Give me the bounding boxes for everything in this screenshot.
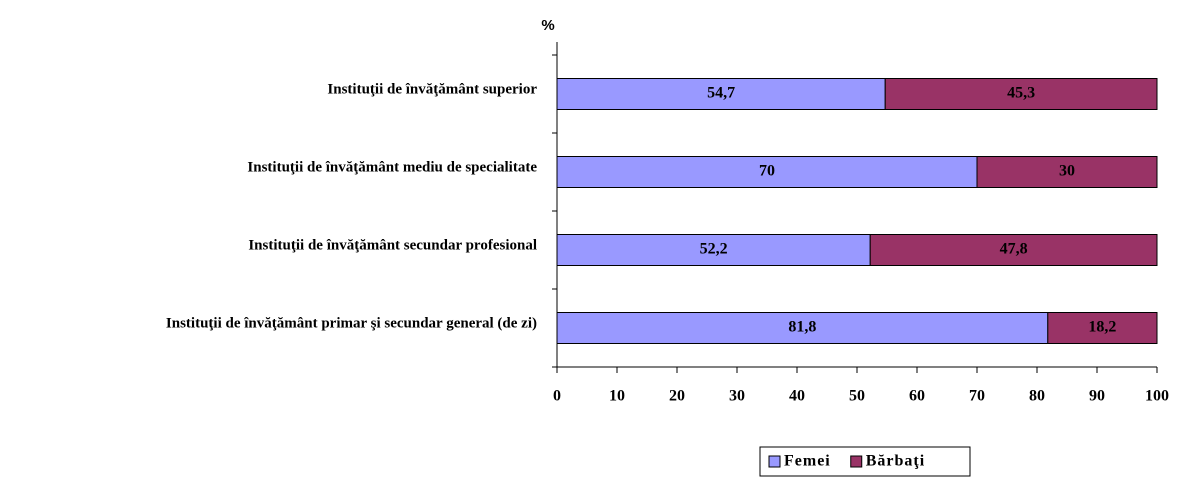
data-label: 45,3 (1007, 85, 1035, 102)
bar-segment (556, 156, 978, 188)
bar-segment (976, 156, 1158, 188)
data-label: 70 (759, 163, 775, 180)
legend-swatch (768, 455, 781, 468)
legend-swatch (850, 455, 863, 468)
category-label: Instituţii de învăţământ primar şi secun… (166, 315, 537, 331)
category-label: Instituţii de învăţământ superior (327, 81, 537, 97)
x-tick-label: 80 (1029, 388, 1045, 405)
x-tick-label: 70 (969, 388, 985, 405)
data-label: 18,2 (1088, 319, 1116, 336)
category-label: Instituţii de învăţământ mediu de specia… (247, 159, 537, 175)
bar-segment (869, 234, 1158, 266)
axis-unit: % (541, 17, 554, 34)
data-label: 30 (1059, 163, 1075, 180)
x-tick-label: 50 (849, 388, 865, 405)
legend-label: Femei (784, 453, 831, 470)
x-tick-label: 30 (729, 388, 745, 405)
x-tick-label: 40 (789, 388, 805, 405)
x-tick-label: 10 (609, 388, 625, 405)
x-tick-label: 0 (553, 388, 561, 405)
x-tick-label: 60 (909, 388, 925, 405)
x-tick-label: 90 (1089, 388, 1105, 405)
x-tick-label: 100 (1145, 388, 1169, 405)
bar-segment (1047, 312, 1158, 344)
legend-box (759, 446, 971, 477)
data-label: 81,8 (788, 319, 816, 336)
bar-segment (884, 78, 1158, 110)
legend-label: Bărbaţi (866, 453, 925, 470)
data-label: 52,2 (700, 241, 728, 258)
data-label: 47,8 (1000, 241, 1028, 258)
category-label: Instituţii de învăţământ secundar profes… (248, 237, 537, 253)
data-label: 54,7 (707, 85, 735, 102)
x-tick-label: 20 (669, 388, 685, 405)
